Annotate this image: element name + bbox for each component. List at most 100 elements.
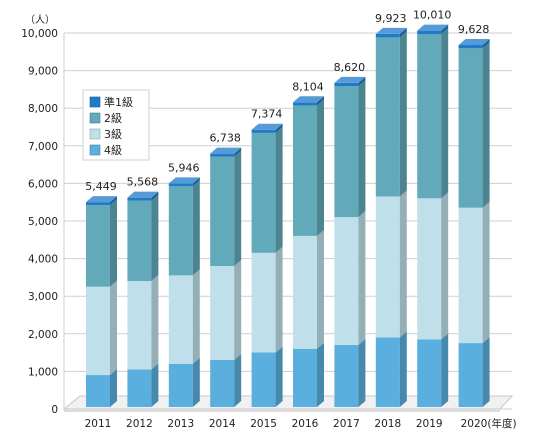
bar-top-face [251,123,283,130]
bar-top-face [375,27,407,34]
y-tick-label: 1,000 [28,366,58,378]
bar-segment-side [317,96,324,106]
bar-segment-front [210,153,235,157]
bar-top-face [458,38,490,45]
bar-segment-front [293,235,317,349]
legend-label: 2級 [104,112,122,125]
bar-segment-side [110,280,117,376]
x-tick-label: 2011 [85,418,112,429]
x-tick-label: 2017 [333,418,360,429]
bar-segment-side [482,42,490,208]
bar-top-face [168,177,200,184]
bar-segment-side [482,337,490,407]
bar-segment-front [375,37,400,197]
bar-total-label: 9,923 [375,12,407,25]
bars-layer [86,24,490,407]
bar-segment-front [458,44,483,49]
bar-segment-front [293,105,317,236]
bar-total-label: 10,010 [413,9,452,22]
bar-segment-side [151,191,159,201]
bar-segment-side [275,346,283,407]
bar-segment-front [417,339,442,407]
labels-layer: 5,449 2011 5,568 2012 5,946 2013 6,738 2014 7,37… [85,9,517,429]
y-tick-label: 0 [51,404,58,416]
bar-segment-side [358,76,366,87]
bar-segment-side [358,80,366,218]
bar-segment-front [375,196,400,338]
x-tick-label: 2014 [209,418,236,429]
legend-swatch [89,144,101,156]
bar-segment-front [334,217,359,345]
bar-segment-side [151,275,159,370]
x-tick-label: 2013 [167,418,194,429]
bar-segment-side [358,211,366,345]
bar-segment-front [458,48,483,208]
legend-swatch [89,96,101,108]
bar-segment-side [399,31,407,197]
chart-floor-edge [64,409,500,412]
bar-total-label: 7,374 [251,108,283,121]
legend: 準1級 2級 3級 4級 [82,89,150,161]
bar-segment-side [110,199,117,287]
bar-segment-front [251,252,276,353]
bar-segment-front [251,132,276,253]
bar-segment-side [192,269,200,364]
y-tick-label: 9,000 [28,66,58,78]
bar-total-label: 5,946 [168,161,200,174]
bar-segment-side [192,177,200,187]
y-tick-label: 4,000 [28,254,58,266]
bar-segment-front [334,82,359,87]
bar-segment-side [110,196,117,206]
bar-total-label: 9,628 [458,23,490,36]
legend-swatch [89,128,101,140]
y-tick-label: 2,000 [28,329,58,341]
bar-segment-front [293,102,317,106]
bar-segment-front [168,186,193,276]
bar-top-face [86,196,117,203]
bar-segment-front [417,198,442,340]
bar-segment-front [86,375,110,407]
x-tick-label: 2018 [374,418,401,429]
bar-segment-side [441,28,449,199]
bar-top-face [210,147,242,154]
bar-total-label: 8,104 [292,80,324,93]
y-tick-label: 5,000 [28,216,58,228]
bar-segment-front [127,200,152,282]
bar-top-face [334,76,366,83]
bar-total-label: 6,738 [209,132,241,145]
bar-segment-side [234,147,242,157]
bar-segment-front [334,86,359,218]
bar-segment-front [251,129,276,133]
bar-segment-side [192,180,200,276]
bar-segment-front [168,183,193,187]
bar-segment-side [275,123,283,133]
x-tick-label: 2012 [126,418,153,429]
bar-segment-side [399,190,407,338]
y-axis-unit-label: （人） [25,14,55,26]
bar-segment-front [417,30,442,35]
x-tick-label: 2016 [292,418,319,429]
bar-segment-side [275,126,283,253]
legend-swatch [89,112,101,124]
y-tick-label: 7,000 [28,141,58,153]
legend-label: 3級 [104,128,122,141]
x-tick-label: 2015 [250,418,277,429]
bar-segment-side [317,342,324,407]
y-tick-label: 6,000 [28,178,58,190]
bar-segment-front [127,197,152,201]
bar-segment-side [234,354,242,407]
bar-segment-front [127,281,152,370]
bar-segment-side [441,333,449,407]
bar-segment-front [168,363,193,407]
bar-segment-front [86,202,110,206]
bar-segment-front [375,33,400,38]
bar-segment-side [358,338,366,407]
bar-segment-front [293,348,317,407]
x-tick-label: 2020(年度) [461,417,517,429]
bar-segment-side [110,369,117,407]
bar-segment-front [417,34,442,199]
bar-segment-front [210,360,235,407]
bar-segment-side [482,201,490,344]
bar-segment-front [334,344,359,407]
